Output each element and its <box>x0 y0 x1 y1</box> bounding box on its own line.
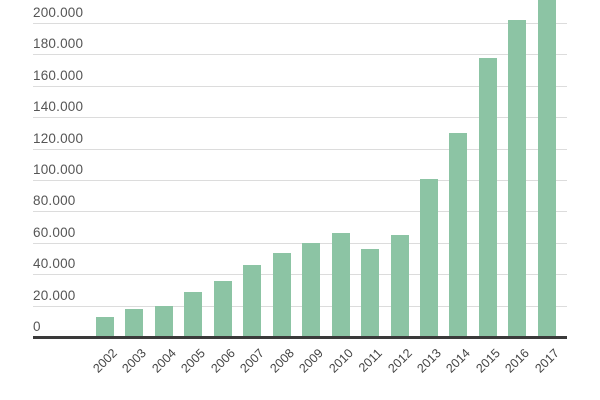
y-tick-label: 180.000 <box>33 36 84 51</box>
gridline <box>33 306 567 307</box>
gridline <box>33 180 567 181</box>
gridline <box>33 54 567 55</box>
y-tick-label: 20.000 <box>33 288 76 303</box>
bar-2010 <box>332 233 350 337</box>
bar-2014 <box>449 133 467 337</box>
gridline <box>33 117 567 118</box>
gridline <box>33 274 567 275</box>
bar-2016 <box>508 20 526 337</box>
bar-2017 <box>538 0 556 337</box>
bar-2002 <box>96 317 114 337</box>
gridline <box>33 23 567 24</box>
y-tick-label: 100.000 <box>33 162 84 177</box>
bar-2012 <box>391 235 409 337</box>
y-tick-label: 160.000 <box>33 68 84 83</box>
gridline <box>33 86 567 87</box>
bar-2007 <box>243 265 261 337</box>
bar-2008 <box>273 253 291 337</box>
gridline <box>33 243 567 244</box>
y-tick-label: 80.000 <box>33 193 76 208</box>
bar-2004 <box>155 306 173 337</box>
y-tick-label: 40.000 <box>33 256 76 271</box>
y-tick-label: 60.000 <box>33 225 76 240</box>
bar-2013 <box>420 179 438 337</box>
bar-2006 <box>214 281 232 337</box>
gridline <box>33 211 567 212</box>
gridline <box>33 149 567 150</box>
bar-2009 <box>302 243 320 337</box>
bar-2003 <box>125 309 143 337</box>
x-axis-line <box>33 336 567 339</box>
y-tick-label: 200.000 <box>33 5 84 20</box>
y-tick-label: 120.000 <box>33 131 84 146</box>
bar-2011 <box>361 249 379 337</box>
bar-2005 <box>184 292 202 337</box>
x-tick-label: 2017 <box>532 346 562 376</box>
y-tick-label: 140.000 <box>33 99 84 114</box>
y-tick-label: 0 <box>33 319 41 334</box>
bar-2015 <box>479 58 497 337</box>
